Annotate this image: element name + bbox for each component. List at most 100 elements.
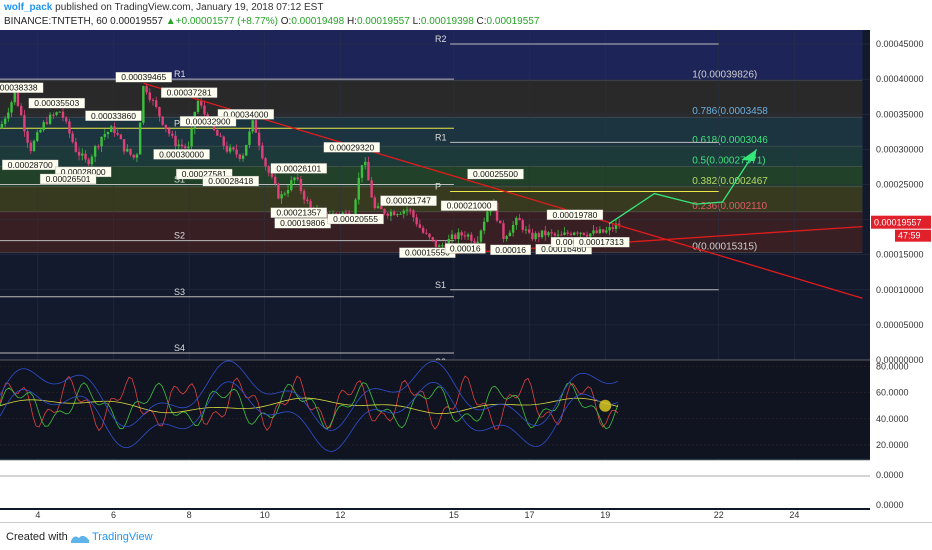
fib-level-label: 0.618(0.0003046 [692, 135, 768, 146]
price-label-text: 0.00021747 [386, 196, 431, 206]
price-label-text: 0.00028700 [8, 160, 53, 170]
candle-body [23, 115, 26, 132]
candle-body [286, 190, 290, 194]
candle-body [245, 144, 248, 156]
candle-body [582, 232, 586, 235]
tradingview-brand-link[interactable]: TradingView [92, 531, 153, 543]
candle-body [466, 234, 470, 237]
candle-body [110, 126, 113, 132]
arrow-head-icon [741, 149, 757, 162]
candle-body [36, 132, 39, 141]
pivot-label: S1 [435, 280, 446, 290]
candle-body [180, 144, 184, 147]
pivot-label: S1 [174, 174, 185, 184]
candle-body [254, 120, 258, 133]
candle-body [601, 229, 605, 233]
candle-body [608, 227, 611, 231]
candle-body [55, 112, 58, 115]
candle-body [482, 221, 486, 231]
pivot-label: S2 [174, 231, 185, 241]
price-label-box [380, 195, 437, 206]
price-label-box [0, 82, 44, 93]
oscillator-pane-bg [0, 360, 870, 458]
symbol-label: BINANCE:TNTETH, 60 [4, 16, 108, 27]
candle-body [373, 197, 377, 209]
candle-body [32, 140, 36, 151]
candle-body [52, 114, 55, 116]
fib-level-label: 1(0.00039826) [692, 69, 757, 80]
y-tick-label: 0.00025000 [876, 179, 924, 189]
candle-body [614, 223, 618, 229]
price-label-text: 0.00038338 [0, 83, 38, 93]
y-tick-label: 0.00045000 [876, 39, 924, 49]
candle-body [13, 92, 16, 103]
candle-body [508, 232, 512, 237]
candle-body [222, 136, 225, 146]
candle-body [402, 210, 405, 214]
osc2-tick-label: 0.0000 [876, 500, 904, 510]
candle-body [90, 156, 94, 165]
price-label-text: 0.00034000 [223, 109, 268, 119]
candle-body [119, 134, 123, 140]
chart-svg[interactable]: 1(0.00039826) 0.786(0.0003458 0.618(0.0003… [0, 30, 932, 520]
candle-body [77, 151, 81, 156]
footer: Created with TradingView [0, 522, 932, 550]
candle-body [428, 233, 431, 238]
low-label: L: [412, 16, 421, 27]
fib-band [0, 146, 863, 167]
candle-body [138, 122, 142, 155]
countdown-text: 47:59 [898, 231, 921, 241]
candle-body [534, 233, 537, 240]
chart-area[interactable]: 1(0.00039826) 0.786(0.0003458 0.618(0.0003… [0, 30, 932, 520]
pivot-label: R1 [435, 132, 447, 142]
y-tick-label: 0.00040000 [876, 74, 924, 84]
open-value: 0.00019498 [291, 16, 345, 27]
candle-body [267, 166, 270, 173]
candle-body [370, 180, 373, 198]
candle-body [122, 139, 126, 152]
pivot-label: S3 [174, 287, 185, 297]
price-label-text: 0.00017 [556, 237, 587, 247]
candle-body [450, 234, 454, 239]
pivot-label: R2 [435, 34, 447, 44]
x-tick-label: 12 [335, 510, 345, 520]
x-tick-label: 10 [260, 510, 270, 520]
candle-body [116, 132, 119, 135]
author-name[interactable]: wolf_pack [4, 2, 53, 13]
price-label-text: 0.00035503 [34, 98, 79, 108]
candle-body [360, 165, 364, 178]
candle-body [100, 136, 103, 147]
candle-body [511, 224, 515, 233]
price-label-box [573, 236, 630, 248]
candle-body [10, 102, 13, 113]
candle-body [399, 213, 402, 215]
candle-body [61, 111, 65, 118]
candle-body [618, 223, 621, 225]
price-label-box [28, 97, 85, 109]
candle-body [524, 229, 528, 231]
candle-body [521, 220, 524, 230]
candle-body [447, 238, 451, 247]
candle-body [302, 191, 306, 200]
highlight-circle-icon [599, 399, 612, 412]
up-triangle-icon: ▲ [165, 16, 176, 27]
osc-green-line [0, 381, 619, 430]
candle-body [39, 130, 42, 133]
candle-body [7, 112, 10, 119]
candle-body [380, 206, 383, 210]
candle-body [537, 233, 541, 238]
candle-body [225, 145, 229, 152]
candle-body [293, 177, 296, 181]
candle-body [200, 100, 203, 106]
candle-body [183, 146, 187, 149]
candle-body [550, 232, 553, 234]
close-label: C: [476, 16, 487, 27]
x-tick-label: 19 [600, 510, 610, 520]
candle-body [261, 145, 264, 159]
candle-body [566, 232, 569, 234]
high-value: 0.00019557 [356, 16, 410, 27]
pivot-label: R1 [174, 69, 186, 79]
countdown-tag [895, 229, 931, 242]
candle-body [344, 212, 348, 214]
candle-body [277, 183, 280, 199]
